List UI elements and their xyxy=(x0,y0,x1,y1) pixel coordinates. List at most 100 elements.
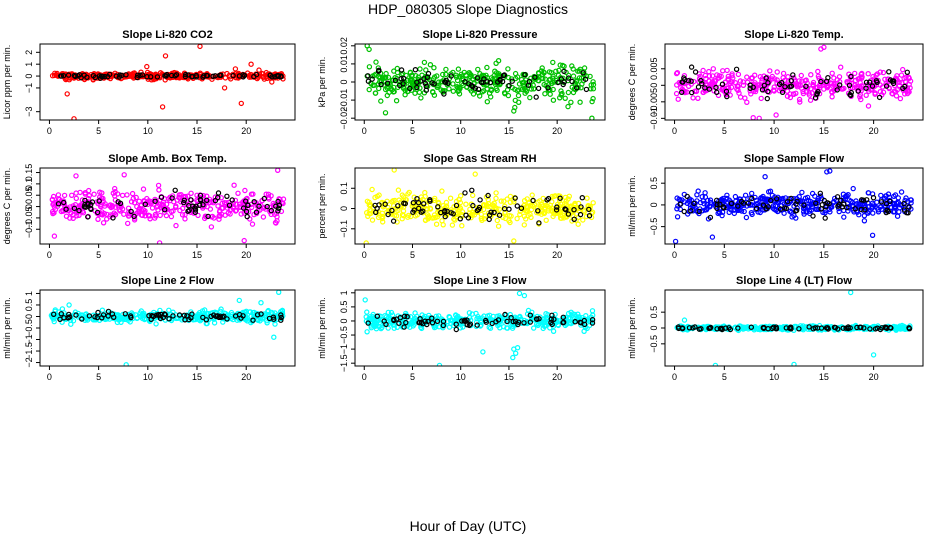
data-point xyxy=(822,210,828,216)
x-tick-label: 20 xyxy=(869,372,879,382)
data-point xyxy=(522,87,529,93)
data-point xyxy=(865,85,872,92)
overlay-point xyxy=(508,315,514,321)
data-point xyxy=(562,194,569,201)
panel-2: Slope Li-820 Pressure kPa per min. 0 5 10 15 2… xyxy=(317,29,606,136)
panel-title: Slope Amb. Box Temp. xyxy=(108,153,227,165)
data-point xyxy=(68,192,75,198)
data-point xyxy=(896,82,903,89)
overlay-point xyxy=(902,83,908,90)
overlay-point xyxy=(501,205,508,212)
y-tick-label: 0.1 xyxy=(339,182,349,195)
data-point xyxy=(112,188,118,195)
data-point xyxy=(582,324,589,331)
data-point xyxy=(700,198,706,204)
data-point xyxy=(724,192,730,198)
data-point xyxy=(806,90,812,96)
data-point xyxy=(731,207,737,213)
data-point xyxy=(488,87,495,94)
data-point xyxy=(891,88,898,94)
overlay-point xyxy=(162,72,168,79)
data-point xyxy=(861,212,868,219)
overlay-point xyxy=(76,207,82,214)
data-point xyxy=(534,205,541,211)
data-point xyxy=(577,66,583,73)
overlay-point xyxy=(574,85,580,91)
data-point xyxy=(796,193,802,200)
overlay-point xyxy=(483,319,489,325)
overlay-point xyxy=(172,187,178,193)
data-point xyxy=(410,201,417,208)
x-tick-label: 15 xyxy=(504,250,514,260)
data-point xyxy=(188,190,194,196)
data-point xyxy=(552,311,558,318)
data-point xyxy=(572,311,578,318)
data-point xyxy=(392,197,398,204)
data-point xyxy=(372,90,379,96)
data-point xyxy=(556,67,562,74)
overlay-point xyxy=(474,322,480,328)
data-point xyxy=(696,210,702,217)
x-tick-label: 5 xyxy=(722,250,727,260)
data-point xyxy=(443,203,450,209)
data-point xyxy=(891,203,898,210)
overlay-point xyxy=(182,71,189,78)
data-point xyxy=(898,189,905,195)
overlay-point xyxy=(418,209,424,215)
overlay-point xyxy=(779,89,786,96)
data-point xyxy=(449,222,456,228)
y-tick-label: 2 xyxy=(24,50,34,55)
outlier-point xyxy=(824,169,830,175)
overlay-point xyxy=(822,215,828,221)
data-point xyxy=(128,198,135,205)
data-point xyxy=(391,68,397,74)
data-point xyxy=(475,66,481,73)
data-point xyxy=(539,65,545,71)
outlier-point xyxy=(275,168,281,173)
points-layer xyxy=(363,168,596,244)
x-tick-label: 0 xyxy=(47,372,52,382)
overlay-point xyxy=(514,203,521,209)
data-point xyxy=(67,215,73,221)
overlay-point xyxy=(251,198,257,205)
data-point xyxy=(558,215,565,221)
overlay-point xyxy=(104,73,111,80)
overlay-point xyxy=(142,201,148,207)
y-tick-label: 0 xyxy=(649,325,659,330)
outlier-point xyxy=(232,66,239,72)
data-point xyxy=(853,198,859,204)
overlay-point xyxy=(876,94,883,101)
overlay-point xyxy=(864,197,870,203)
overlay-point xyxy=(210,312,217,318)
y-tick-label: 1 xyxy=(339,290,349,295)
outlier-point xyxy=(123,362,129,366)
overlay-point xyxy=(840,325,846,331)
y-tick-label: −0.5 xyxy=(24,319,34,337)
overlay-point xyxy=(268,207,274,214)
outlier-point xyxy=(269,79,275,85)
overlay-point xyxy=(834,194,841,200)
overlay-point xyxy=(147,74,154,80)
data-point xyxy=(815,68,821,75)
overlay-point xyxy=(215,190,222,196)
overlay-point xyxy=(578,204,584,210)
outlier-point xyxy=(256,67,262,73)
data-point xyxy=(502,203,508,209)
outlier-point xyxy=(756,115,762,120)
overlay-point xyxy=(365,320,371,326)
data-point xyxy=(479,217,485,223)
data-point xyxy=(555,72,562,79)
y-tick-label: −0.1 xyxy=(339,220,349,238)
overlay-point xyxy=(425,318,431,325)
data-point xyxy=(73,190,79,196)
outlier-point xyxy=(71,116,77,120)
data-point xyxy=(720,68,726,74)
points-layer xyxy=(362,290,596,366)
overlay-point xyxy=(453,202,460,209)
overlay-point xyxy=(470,83,476,90)
y-tick-label: −0.01 xyxy=(339,89,349,112)
data-point xyxy=(407,70,414,76)
overlay-point xyxy=(192,209,198,215)
overlay-point xyxy=(551,316,557,322)
data-point xyxy=(735,327,742,334)
